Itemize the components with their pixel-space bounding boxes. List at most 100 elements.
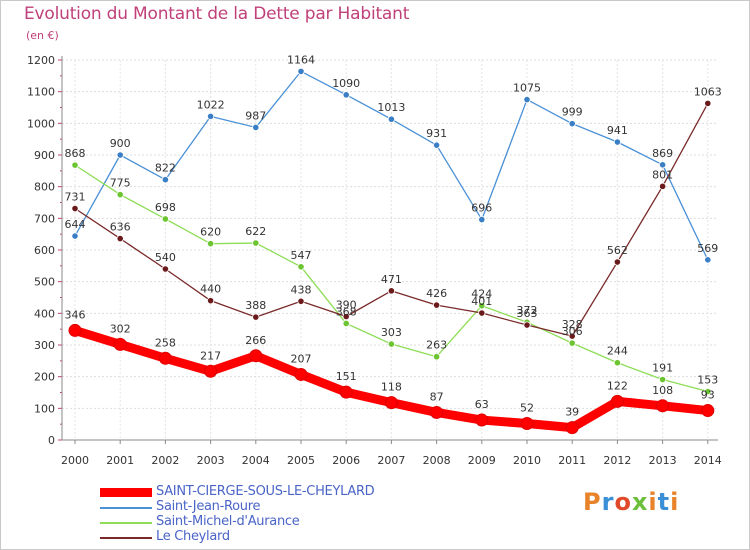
data-label: 869: [652, 147, 673, 160]
data-point: [297, 297, 305, 305]
x-tick-label: 2008: [423, 454, 451, 467]
data-label: 390: [336, 299, 357, 312]
y-tick-label: 1100: [27, 86, 55, 99]
series-1: [71, 67, 712, 264]
data-labels-2: 868 775 698 620 622 547 368 303 263 424 372 306 244 1…: [65, 147, 719, 386]
data-point: [387, 340, 395, 348]
logo-letter: t: [657, 488, 671, 516]
data-point: [297, 263, 305, 271]
data-label: 191: [652, 362, 673, 375]
data-label: 346: [65, 308, 86, 321]
data-point: [252, 313, 260, 321]
data-labels-3: 731 636 540 440 388 438 390 471 426 401 363 328 562 8…: [65, 85, 722, 331]
data-label: 372: [517, 304, 538, 317]
data-point: [204, 364, 218, 378]
data-point: [704, 387, 712, 396]
data-label: 941: [607, 124, 628, 137]
data-point: [342, 312, 350, 321]
data-point: [207, 297, 215, 305]
logo-letter: i: [670, 488, 680, 516]
data-point: [113, 337, 127, 351]
data-point: [701, 404, 715, 418]
y-tick-label: 300: [34, 339, 55, 352]
data-label: 987: [245, 109, 266, 122]
data-label: 52: [520, 402, 534, 415]
x-tick-label: 2012: [603, 454, 631, 467]
y-tick-label: 900: [34, 149, 55, 162]
data-point: [704, 256, 712, 264]
y-tick-label: 600: [34, 244, 55, 257]
data-point: [658, 375, 667, 384]
data-point: [432, 301, 441, 309]
data-label: 153: [697, 374, 718, 387]
y-tick-label: 0: [48, 434, 55, 447]
y-tick-label: 800: [34, 181, 55, 194]
data-point: [339, 385, 353, 399]
data-point: [116, 190, 124, 199]
data-label: 368: [336, 305, 357, 318]
data-point: [342, 319, 350, 328]
x-tick-label: 2007: [377, 454, 405, 467]
data-point: [71, 204, 79, 213]
logo-letter: x: [631, 488, 649, 516]
data-label: 424: [471, 288, 492, 301]
data-label: 622: [245, 225, 266, 238]
data-point: [613, 359, 622, 367]
data-label: 244: [607, 345, 628, 358]
x-tick-label: 2006: [332, 454, 360, 467]
data-label: 266: [245, 334, 266, 347]
data-point: [387, 115, 395, 123]
legend-label: Saint-Jean-Roure: [156, 499, 261, 514]
data-point: [656, 399, 670, 413]
data-label: 868: [65, 147, 86, 160]
data-point: [432, 141, 441, 149]
data-point: [116, 151, 124, 159]
data-point: [568, 332, 576, 340]
x-tick-label: 2003: [197, 454, 225, 467]
data-label: 1022: [197, 98, 225, 111]
data-point: [565, 421, 579, 435]
data-label: 562: [607, 244, 628, 257]
data-point: [430, 405, 444, 419]
y-tick-label: 1000: [27, 117, 55, 130]
legend-label: SAINT-CIERGE-SOUS-LE-CHEYLARD: [156, 484, 375, 499]
data-label: 426: [426, 287, 447, 300]
data-label: 263: [426, 339, 447, 352]
data-point: [252, 123, 260, 132]
data-point: [520, 417, 534, 431]
data-point: [161, 215, 169, 223]
data-label: 401: [471, 295, 492, 308]
chart-title: Evolution du Montant de la Dette par Hab…: [24, 4, 410, 24]
data-label: 151: [336, 370, 357, 383]
data-point: [523, 321, 531, 329]
x-tick-label: 2000: [61, 454, 89, 467]
data-point: [478, 302, 486, 310]
data-point: [342, 91, 350, 99]
data-point: [71, 161, 79, 169]
data-label: 696: [471, 202, 492, 215]
data-label: 471: [381, 273, 402, 286]
x-tick-label: 2010: [513, 454, 541, 467]
data-label: 303: [381, 326, 402, 339]
data-point: [523, 95, 531, 104]
legend-swatch: [100, 507, 152, 509]
data-point: [158, 351, 172, 365]
data-point: [475, 413, 489, 427]
data-point: [384, 396, 398, 410]
data-label: 118: [381, 381, 402, 394]
data-label: 1075: [513, 82, 541, 95]
legend-swatch: [100, 537, 152, 539]
x-tick-label: 2009: [468, 454, 496, 467]
chart-unit-label: (en €): [26, 29, 59, 42]
x-tick-label: 2004: [242, 454, 270, 467]
data-label: 1063: [694, 85, 722, 98]
y-tick-label: 700: [34, 212, 55, 225]
data-label: 636: [110, 221, 131, 234]
data-point: [207, 240, 215, 248]
y-tick-label: 500: [34, 276, 55, 289]
data-point: [297, 67, 305, 76]
data-label: 547: [291, 249, 312, 262]
data-label: 698: [155, 201, 176, 214]
data-point: [568, 120, 576, 128]
series-2: [71, 161, 712, 396]
